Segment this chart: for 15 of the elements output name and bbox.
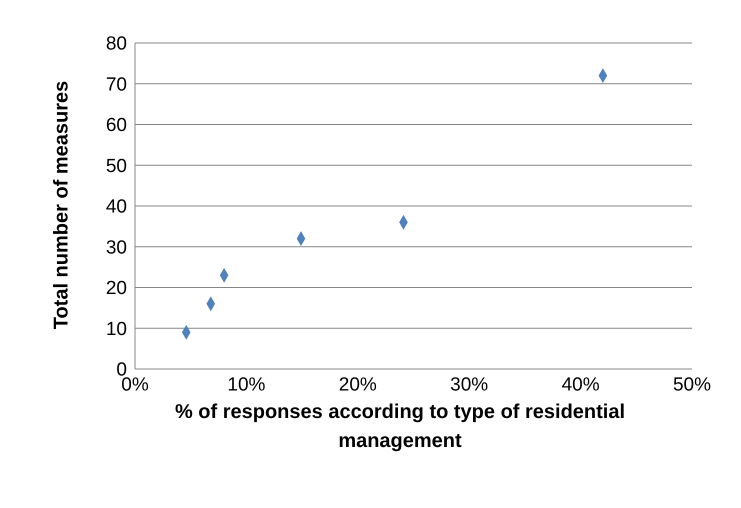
x-tick-label: 50%	[672, 374, 712, 396]
y-tick-label: 40	[106, 196, 127, 218]
x-tick-label: 30%	[450, 374, 488, 396]
y-tick-label: 80	[106, 34, 127, 55]
y-tick-label: 70	[106, 74, 127, 96]
y-tick-label: 50	[106, 156, 127, 177]
x-axis-title: % of responses according to type of residential management	[174, 400, 626, 454]
y-axis-title: Total number of measures	[50, 80, 74, 330]
y-tick-label: 20	[106, 278, 127, 300]
y-tick-label: 30	[106, 237, 127, 258]
x-tick-label: 40%	[562, 374, 600, 396]
x-tick-label: 20%	[338, 374, 377, 396]
y-tick-label: 10	[106, 318, 127, 340]
x-tick-label: 10%	[227, 374, 266, 396]
y-tick-label: 60	[106, 115, 127, 136]
